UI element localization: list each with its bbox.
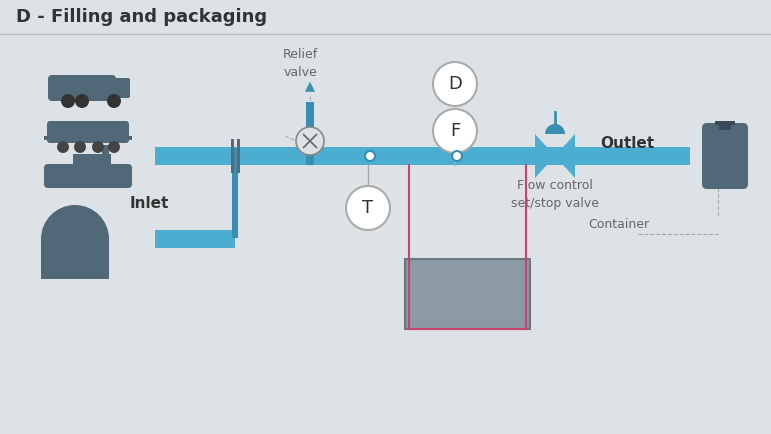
Bar	[232, 148, 238, 238]
FancyBboxPatch shape	[48, 75, 116, 101]
Circle shape	[57, 141, 69, 153]
Circle shape	[365, 151, 375, 161]
Circle shape	[61, 94, 75, 108]
Bar	[41, 237, 109, 279]
Circle shape	[107, 94, 121, 108]
Bar	[715, 121, 735, 125]
FancyBboxPatch shape	[0, 0, 771, 34]
Circle shape	[346, 186, 390, 230]
Bar	[237, 139, 240, 173]
Circle shape	[108, 141, 120, 153]
Text: Flow control
set/stop valve: Flow control set/stop valve	[511, 179, 599, 210]
Bar	[306, 114, 314, 165]
Wedge shape	[545, 124, 565, 134]
FancyBboxPatch shape	[108, 78, 130, 98]
Bar	[44, 136, 50, 140]
Text: Outlet: Outlet	[600, 137, 654, 151]
Circle shape	[75, 94, 89, 108]
Text: Container: Container	[588, 217, 649, 230]
Bar	[155, 230, 235, 248]
Bar	[126, 136, 132, 140]
Bar	[102, 145, 109, 156]
Polygon shape	[535, 134, 555, 178]
Wedge shape	[41, 205, 109, 239]
Bar	[306, 102, 314, 114]
Text: D - Filling and packaging: D - Filling and packaging	[16, 8, 267, 26]
Text: D: D	[448, 75, 462, 93]
FancyBboxPatch shape	[44, 164, 132, 188]
Bar	[155, 147, 690, 165]
Polygon shape	[555, 134, 575, 178]
Bar	[719, 123, 731, 130]
Circle shape	[433, 109, 477, 153]
FancyBboxPatch shape	[702, 123, 748, 189]
FancyBboxPatch shape	[73, 154, 111, 170]
Circle shape	[74, 141, 86, 153]
Circle shape	[92, 141, 104, 153]
Circle shape	[296, 127, 324, 155]
Text: T: T	[362, 199, 374, 217]
FancyBboxPatch shape	[405, 259, 530, 329]
Text: Relief
valve: Relief valve	[282, 48, 318, 79]
Text: Inlet: Inlet	[130, 197, 170, 211]
Text: F: F	[449, 122, 460, 140]
FancyBboxPatch shape	[47, 121, 129, 143]
Circle shape	[433, 62, 477, 106]
Text: Filling
machine: Filling machine	[425, 272, 510, 316]
Bar	[48, 138, 128, 142]
Bar	[231, 139, 234, 173]
Circle shape	[452, 151, 462, 161]
